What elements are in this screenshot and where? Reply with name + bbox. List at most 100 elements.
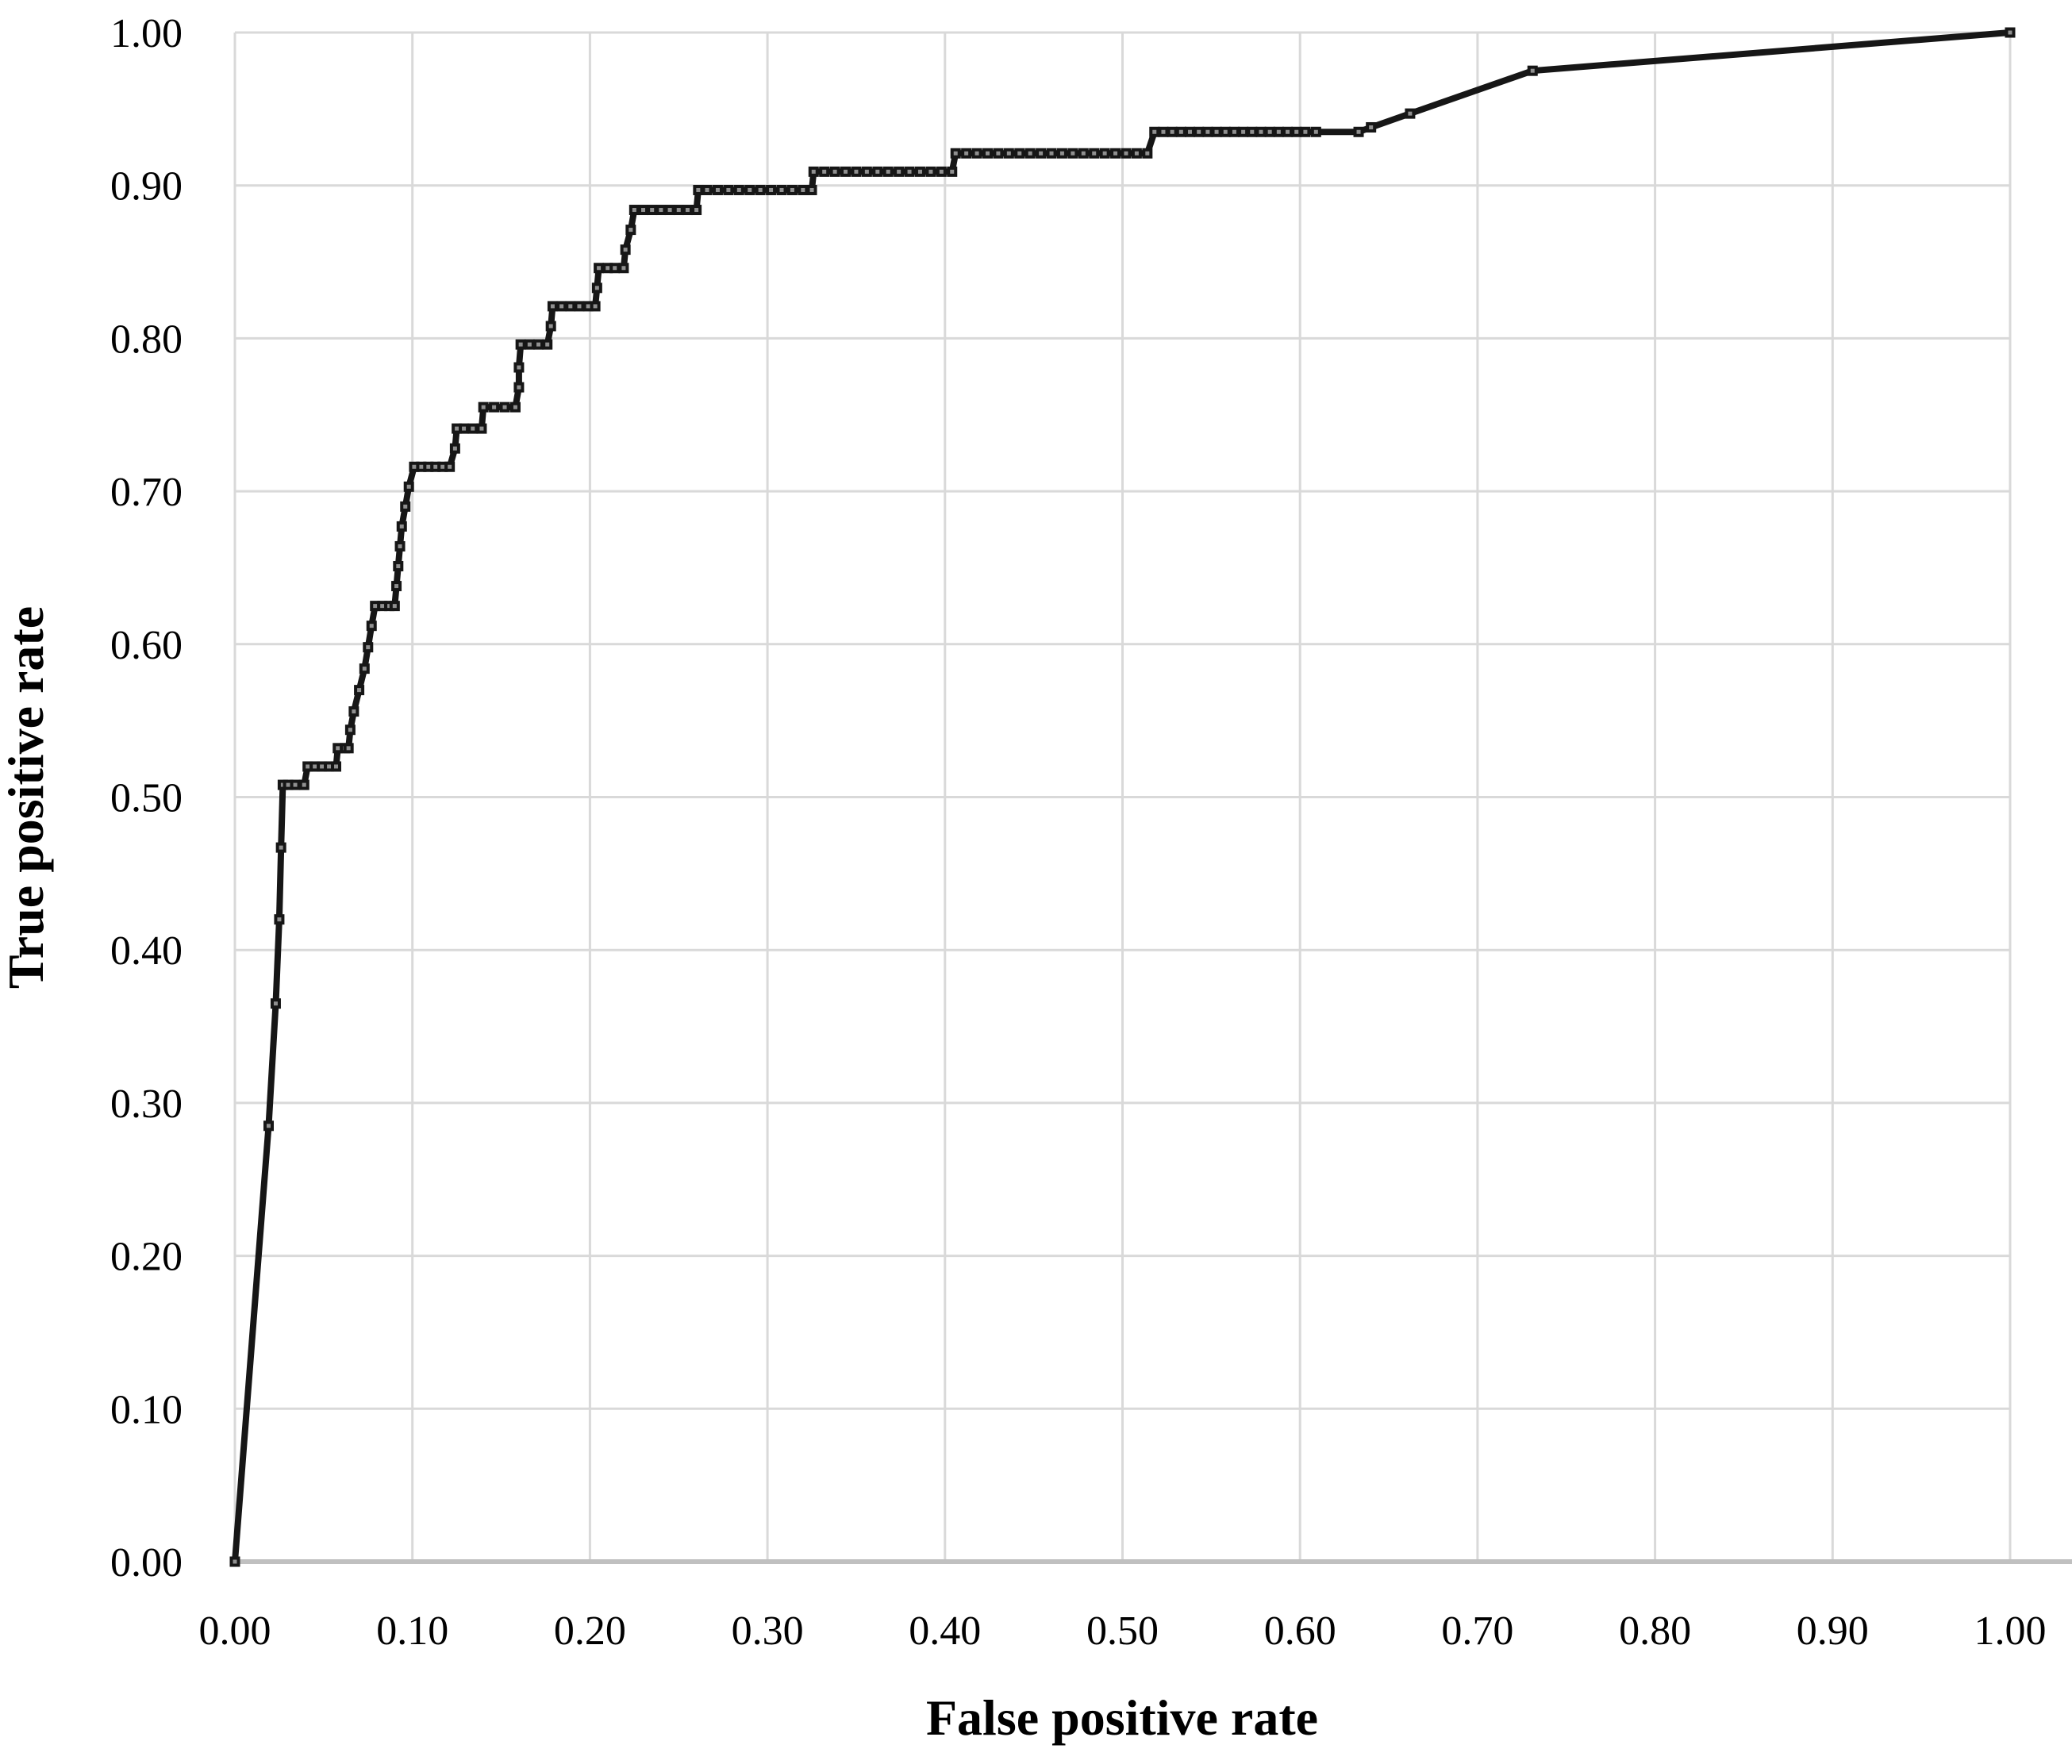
x-tick-label: 0.30 (732, 1608, 804, 1654)
y-tick-label: 0.20 (110, 1235, 183, 1280)
data-point-marker-center (1028, 151, 1032, 156)
data-point-marker-center (1241, 129, 1246, 134)
data-point-marker-center (448, 464, 452, 469)
data-point-marker-center (1170, 129, 1174, 134)
data-point-marker-center (336, 746, 340, 751)
data-point-marker-center (1188, 129, 1193, 134)
data-point-marker-center (1197, 129, 1201, 134)
data-point-marker-center (412, 464, 417, 469)
data-point-marker-center (1369, 125, 1374, 129)
data-point-marker-center (1049, 151, 1054, 156)
data-point-marker-center (369, 624, 374, 628)
data-point-marker-center (594, 286, 599, 290)
x-tick-label: 0.20 (554, 1608, 626, 1654)
data-point-marker-center (844, 169, 848, 174)
data-point-marker-center (1006, 151, 1011, 156)
y-tick-label: 0.70 (110, 470, 183, 515)
data-point-marker-center (277, 917, 282, 922)
data-point-marker-center (985, 151, 990, 156)
data-point-marker-center (705, 187, 709, 192)
data-point-marker-center (471, 426, 475, 431)
data-point-marker-center (406, 484, 411, 489)
data-point-marker-center (334, 764, 339, 769)
data-point-marker-center (2008, 30, 2012, 35)
data-point-marker-center (1303, 129, 1308, 134)
data-point-marker-center (1250, 129, 1255, 134)
data-point-marker-center (357, 688, 362, 693)
data-point-marker-center (479, 426, 484, 431)
data-point-marker-center (950, 169, 955, 174)
data-point-marker-center (907, 169, 912, 174)
data-point-marker-center (279, 845, 283, 850)
data-point-marker-center (433, 464, 438, 469)
x-tick-label: 0.80 (1619, 1608, 1691, 1654)
data-point-marker-center (864, 169, 869, 174)
y-tick-label: 0.40 (110, 928, 183, 974)
data-point-marker-center (455, 426, 459, 431)
data-point-marker-center (513, 405, 517, 409)
data-point-marker-center (632, 208, 636, 213)
roc-curve-series (229, 27, 2016, 1567)
data-point-marker-center (676, 208, 681, 213)
data-point-marker-center (694, 208, 699, 213)
data-point-marker-center (545, 342, 550, 347)
data-point-marker-center (536, 342, 541, 347)
x-tick-label: 0.60 (1264, 1608, 1336, 1654)
data-point-marker-center (273, 1001, 278, 1006)
data-point-marker-center (613, 266, 617, 271)
data-point-marker-center (1102, 151, 1107, 156)
data-point-marker-center (685, 208, 690, 213)
y-axis-title: True positive rate (0, 606, 54, 989)
data-point-marker-center (790, 187, 794, 192)
data-point-marker-center (346, 746, 351, 751)
data-point-marker-center (1124, 151, 1128, 156)
data-point-marker-center (492, 405, 497, 409)
data-point-marker-center (1178, 129, 1183, 134)
data-point-marker-center (659, 208, 663, 213)
y-tick-label: 0.60 (110, 623, 183, 668)
y-tick-label: 0.30 (110, 1082, 183, 1127)
data-point-marker-center (286, 782, 290, 787)
data-point-marker-center (1276, 129, 1281, 134)
data-point-marker-center (517, 385, 521, 390)
data-point-marker-center (550, 304, 555, 309)
data-point-marker-center (1259, 129, 1263, 134)
data-point-marker-center (1081, 151, 1086, 156)
data-point-marker-center (481, 405, 486, 409)
data-point-marker-center (280, 782, 285, 787)
y-tick-label: 1.00 (110, 11, 183, 56)
x-tick-label: 0.90 (1797, 1608, 1869, 1654)
data-point-marker-center (809, 187, 814, 192)
data-point-marker-center (953, 151, 958, 156)
data-point-marker-center (667, 208, 672, 213)
x-axis-title: False positive rate (926, 1689, 1318, 1746)
data-point-marker-center (387, 604, 392, 609)
data-point-marker-center (1134, 151, 1139, 156)
data-point-marker-center (832, 169, 837, 174)
data-point-marker-center (568, 304, 573, 309)
data-point-marker-center (362, 667, 367, 671)
data-point-marker-center (974, 151, 979, 156)
x-tick-label: 0.40 (909, 1608, 981, 1654)
data-point-marker-center (1113, 151, 1118, 156)
data-point-marker-center (1071, 151, 1075, 156)
data-point-marker-center (1152, 129, 1157, 134)
data-point-marker-center (302, 782, 306, 787)
data-point-marker-center (597, 266, 602, 271)
data-point-marker-center (419, 464, 424, 469)
y-tick-label: 0.00 (110, 1540, 183, 1585)
x-tick-label: 0.00 (199, 1608, 271, 1654)
data-point-marker-center (398, 544, 402, 548)
data-point-marker-center (559, 304, 564, 309)
data-point-marker-center (939, 169, 944, 174)
data-point-marker-center (577, 304, 582, 309)
data-point-marker-center (928, 169, 933, 174)
y-tick-label: 0.90 (110, 164, 183, 209)
data-point-marker-center (886, 169, 890, 174)
y-tick-label: 0.10 (110, 1387, 183, 1432)
data-point-marker-center (1232, 129, 1236, 134)
data-point-marker-center (621, 266, 626, 271)
data-point-marker-center (313, 764, 317, 769)
data-point-marker-center (396, 564, 401, 569)
data-point-marker-center (462, 426, 467, 431)
